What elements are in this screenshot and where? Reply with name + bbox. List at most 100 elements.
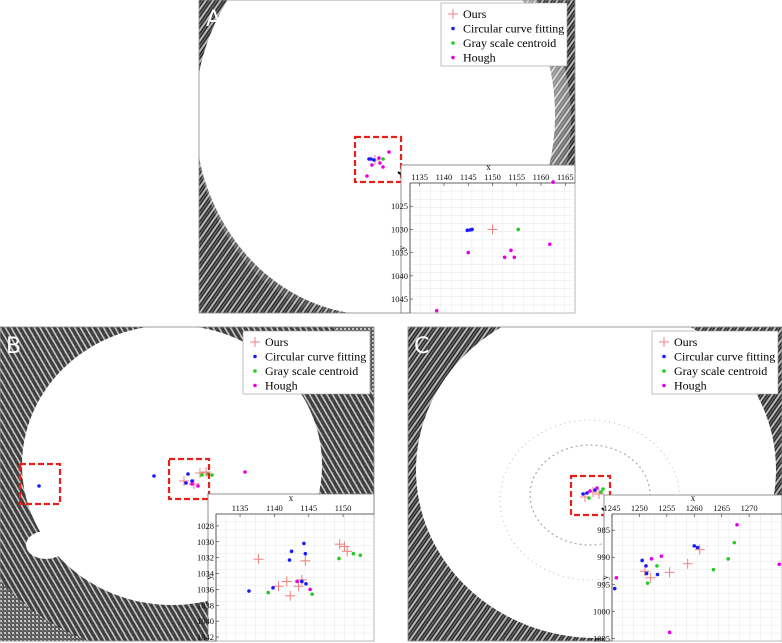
data-point-hough bbox=[547, 242, 552, 247]
legend-label-ours: Ours bbox=[674, 335, 698, 349]
data-point-gray bbox=[516, 227, 521, 232]
y-tick-label: 1025 bbox=[391, 201, 408, 211]
data-point-hough bbox=[502, 255, 507, 260]
x-tick-label: 1135 bbox=[232, 503, 249, 513]
overview-point-ours bbox=[201, 467, 211, 477]
data-point-circular bbox=[640, 558, 644, 563]
data-point-ours bbox=[293, 581, 304, 592]
x-tick-label: 1145 bbox=[300, 503, 317, 513]
x-tick-label: 1140 bbox=[266, 503, 283, 513]
y-tick-label: 985 bbox=[597, 525, 610, 535]
data-point-gray bbox=[732, 540, 737, 545]
data-point-ours bbox=[339, 541, 350, 552]
data-point-hough bbox=[512, 255, 517, 260]
data-point-circular bbox=[470, 227, 474, 232]
zoom-box-b-secondary bbox=[18, 462, 62, 506]
data-point-hough bbox=[434, 308, 439, 313]
data-point-circular bbox=[655, 572, 660, 577]
data-point-ours bbox=[281, 576, 292, 587]
data-point-ours bbox=[664, 567, 675, 578]
data-point-circular bbox=[695, 545, 700, 550]
y-tick-label: 1005 bbox=[593, 633, 610, 643]
legend-label-gray: Gray scale centroid bbox=[265, 364, 358, 378]
x-axis-label: x bbox=[289, 493, 294, 503]
data-point-circular bbox=[300, 579, 304, 584]
data-point-ours bbox=[682, 558, 693, 569]
x-tick-label: 1140 bbox=[436, 172, 453, 182]
data-point-circular bbox=[302, 541, 306, 546]
legend-label-ours: Ours bbox=[265, 335, 289, 349]
legend-box bbox=[242, 330, 371, 395]
data-point-ours bbox=[273, 581, 284, 592]
x-axis-label: x bbox=[486, 162, 491, 172]
y-tick-label: 1040 bbox=[391, 271, 408, 281]
data-point-circular bbox=[612, 586, 617, 591]
overview-point-circular bbox=[372, 158, 376, 162]
y-tick-label: 1035 bbox=[391, 248, 408, 258]
panel-b-label: B bbox=[6, 334, 21, 359]
y-tick-label: 1000 bbox=[593, 606, 610, 616]
legend-box bbox=[440, 2, 568, 67]
data-point-hough bbox=[509, 248, 513, 253]
overview-markers bbox=[37, 150, 605, 502]
overview-point-hough bbox=[595, 486, 599, 490]
overview-point-hough bbox=[243, 470, 247, 474]
x-axis-label: x bbox=[691, 493, 696, 503]
overview-point-hough bbox=[196, 484, 200, 488]
inset-background bbox=[603, 494, 782, 642]
data-point-gray bbox=[358, 553, 363, 558]
data-point-circular bbox=[692, 544, 697, 548]
data-point-hough bbox=[777, 562, 782, 567]
overview-point-gray bbox=[601, 487, 605, 491]
overview-point-gray bbox=[381, 157, 385, 161]
zoom-box-a bbox=[353, 135, 403, 184]
data-point-gray bbox=[655, 564, 659, 568]
legend-box bbox=[651, 330, 779, 395]
data-point-hough bbox=[667, 630, 672, 635]
data-point-hough bbox=[308, 587, 312, 592]
panel-a-frame bbox=[198, 0, 576, 314]
data-point-ours bbox=[253, 554, 264, 565]
y-tick-label: 1028 bbox=[197, 521, 214, 531]
overview-point-circular bbox=[369, 157, 373, 161]
data-point-gray bbox=[645, 581, 650, 585]
inset-grid bbox=[409, 182, 576, 314]
legend-label-hough: Hough bbox=[265, 379, 298, 393]
x-tick-label: 1260 bbox=[686, 503, 703, 513]
inset-plot-b: 1135 1140 1145 1150 1028 1030 1032 1034 1036 1038… bbox=[197, 493, 375, 642]
inset-plot-c: 1245 1250 1255 1260 1265 1270 985 990 995 1000 100… bbox=[593, 493, 782, 643]
data-point-gray bbox=[351, 551, 356, 556]
data-point-hough bbox=[466, 250, 471, 255]
legend-swatch-ours bbox=[659, 337, 669, 347]
overview-point-circular bbox=[184, 481, 188, 485]
y-tick-label: 1030 bbox=[197, 537, 214, 547]
data-point-gray bbox=[726, 557, 731, 561]
inset-grid bbox=[215, 513, 375, 642]
legend-label-ours: Ours bbox=[463, 7, 487, 21]
overview-point-hough bbox=[377, 156, 381, 160]
legend-swatch-gray bbox=[253, 369, 257, 373]
overview-point-gray bbox=[210, 473, 214, 477]
overview-point-hough bbox=[588, 489, 592, 493]
legend-swatch-hough bbox=[451, 55, 455, 60]
zoom-box-b bbox=[167, 457, 211, 501]
legend-swatch-circular bbox=[451, 26, 455, 31]
legend-label-gray: Gray scale centroid bbox=[463, 36, 556, 50]
y-tick-label: 1036 bbox=[197, 584, 214, 594]
x-tick-label: 1150 bbox=[335, 503, 352, 513]
y-tick-label: 995 bbox=[597, 579, 610, 589]
overview-point-circular bbox=[585, 491, 589, 495]
legend-label-circular: Circular curve fitting bbox=[463, 22, 564, 36]
legend-swatch-ours bbox=[250, 337, 260, 347]
overview-point-hough bbox=[387, 150, 391, 154]
panel-a-label: A bbox=[206, 7, 221, 32]
legend-label-circular: Circular curve fitting bbox=[674, 350, 775, 364]
x-tick-label: 1160 bbox=[533, 172, 550, 182]
x-tick-label: 1270 bbox=[741, 503, 758, 513]
legend-swatch-gray bbox=[451, 41, 455, 45]
panel-c-frame bbox=[407, 326, 782, 642]
overview-point-gray bbox=[200, 473, 204, 477]
